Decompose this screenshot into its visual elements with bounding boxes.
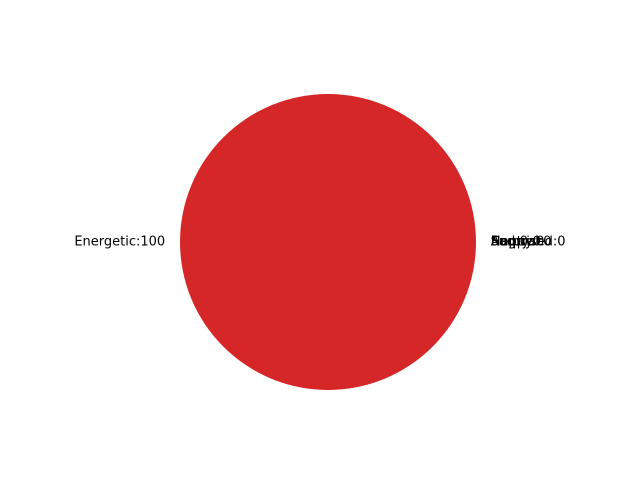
pie-slices (180, 94, 476, 390)
pie-label-surprised: Surprised:0 (491, 235, 566, 250)
pie-label-energetic: Energetic:100 (74, 235, 165, 250)
pie-slice-energetic (180, 94, 476, 390)
